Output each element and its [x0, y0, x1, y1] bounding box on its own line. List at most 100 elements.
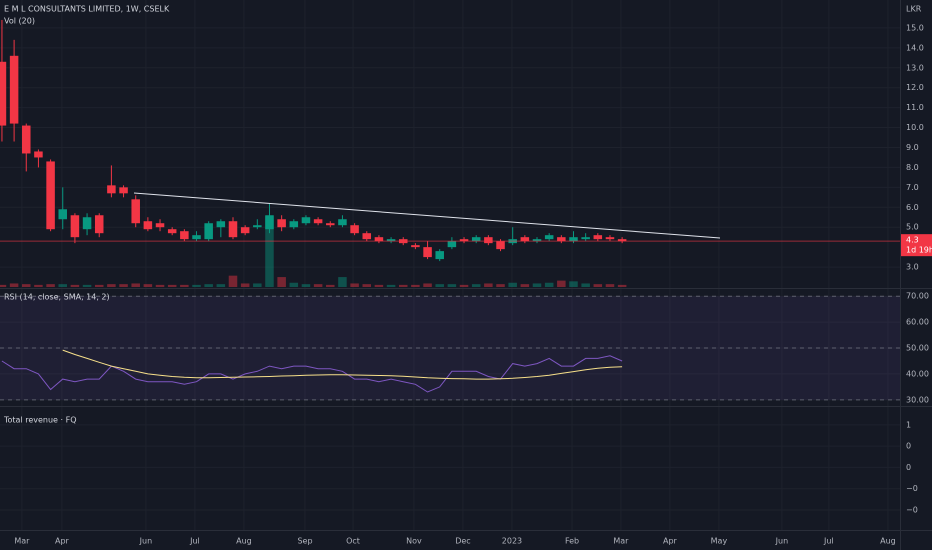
candle-body — [301, 217, 311, 224]
candle-body — [617, 239, 627, 242]
volume-bar — [131, 283, 140, 287]
candle-body — [240, 227, 250, 234]
volume-bar — [471, 284, 481, 287]
volume-bar — [9, 283, 19, 287]
candle-body — [180, 231, 189, 240]
y-tick-label: 6.0 — [906, 203, 919, 212]
candle-body — [338, 219, 347, 226]
x-tick-label: Oct — [346, 537, 360, 546]
volume-bar — [398, 284, 408, 287]
candle-body — [22, 125, 31, 154]
candle-body — [423, 247, 432, 258]
volume-bar — [557, 280, 566, 287]
candle-body — [265, 215, 274, 230]
candle-body — [569, 237, 578, 242]
last-price-box — [901, 234, 932, 257]
volume-bar — [34, 284, 43, 287]
candle-body — [228, 221, 238, 238]
volume-bar — [82, 284, 92, 287]
volume-bar — [94, 284, 104, 287]
volume-bar — [508, 282, 517, 287]
x-tick-label: Jun — [775, 537, 789, 546]
x-tick-label: May — [711, 537, 728, 546]
y-tick-label: −0 — [906, 505, 918, 514]
candle-body — [605, 237, 615, 240]
x-tick-label: Apr — [663, 537, 678, 546]
candle-body — [544, 235, 554, 240]
rsi-line — [1, 355, 623, 393]
volume-bar — [326, 284, 335, 287]
x-tick-label: Feb — [565, 537, 579, 546]
candle-body — [46, 161, 55, 230]
y-tick-label: 0 — [906, 442, 911, 451]
grid — [0, 296, 900, 400]
volume-bar — [338, 277, 347, 287]
candle-body — [557, 237, 566, 242]
y-tick-label: 0 — [906, 463, 911, 472]
x-tick-label: Jun — [139, 537, 153, 546]
candle-body — [143, 221, 153, 230]
trend-line — [133, 192, 721, 239]
candle-body — [58, 209, 68, 220]
volume-bar — [362, 284, 372, 287]
candle-body — [94, 215, 104, 234]
y-tick-label: 50.00 — [906, 344, 929, 353]
volume-bar — [411, 284, 420, 287]
volume-bar — [277, 277, 286, 287]
volume-title: Vol (20) — [4, 17, 35, 26]
candle-body — [107, 185, 116, 194]
volume-bar — [0, 284, 7, 287]
candle-body — [532, 239, 542, 242]
candle-body — [386, 239, 396, 242]
x-tick-label: Dec — [455, 537, 470, 546]
candle-body — [350, 225, 359, 234]
x-tick-label: Nov — [406, 537, 422, 546]
volume-bar — [289, 282, 299, 287]
volume-bar — [617, 284, 627, 287]
candle-body — [204, 223, 213, 240]
y-tick-label: −0 — [906, 484, 918, 493]
candle-body — [253, 225, 262, 228]
volume-bar — [569, 281, 578, 287]
candle-body — [459, 239, 469, 242]
volume-bar — [253, 283, 262, 287]
candle-body — [119, 187, 128, 194]
y-tick-label: 7.0 — [906, 183, 919, 192]
y-tick-label: 1 — [906, 420, 911, 429]
candle-body — [131, 199, 140, 224]
candle-body — [70, 215, 80, 238]
y-tick-label: 70.00 — [906, 292, 929, 301]
rsi-line — [62, 349, 623, 380]
y-tick-label: 15.0 — [906, 23, 924, 32]
y-tick-label: 5.0 — [906, 223, 919, 232]
volume-bar — [167, 284, 177, 287]
candle-body — [192, 235, 201, 240]
candle-body — [289, 221, 299, 228]
candle-body — [435, 251, 444, 260]
volume-bar — [496, 284, 505, 287]
volume-bar — [58, 284, 68, 287]
candle-body — [484, 237, 493, 244]
volume-bar — [216, 284, 226, 287]
candle-body — [593, 235, 603, 240]
y-tick-label: 10.0 — [906, 123, 924, 132]
x-tick-label: Sep — [297, 537, 312, 546]
candle-body — [34, 151, 43, 158]
volume-bar — [484, 283, 493, 287]
currency: LKR — [906, 5, 922, 14]
y-tick-label: 11.0 — [906, 103, 924, 112]
x-tick-label: Jul — [189, 537, 200, 546]
candle-body — [155, 223, 165, 228]
candle-body — [277, 219, 286, 228]
y-tick-label: 9.0 — [906, 143, 919, 152]
volume-bar — [143, 284, 153, 287]
volume-bar — [228, 275, 238, 287]
volume-bar — [581, 283, 590, 287]
y-tick-label: 12.0 — [906, 83, 924, 92]
chart-title: E M L CONSULTANTS LIMITED, 1W, CSELK — [4, 5, 170, 14]
volume-bar — [423, 283, 432, 287]
x-tick-label: Aug — [236, 537, 252, 546]
candle-body — [0, 61, 7, 126]
x-tick-label: 2023 — [502, 537, 522, 546]
x-tick-label: Jul — [823, 537, 834, 546]
